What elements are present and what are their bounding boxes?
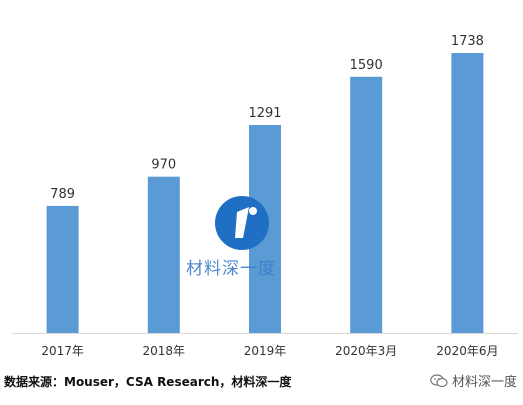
bar-value-label-4: 1738 — [451, 34, 484, 49]
x-tick-labels-layer: 2017年 2018年 2019年 2020年3月 2020年6月 — [41, 344, 498, 358]
bar-0 — [46, 205, 79, 333]
watermark-text: 材料深一度 — [186, 259, 276, 279]
wechat-icon — [430, 373, 448, 387]
brand-footer: 材料深一度 — [430, 371, 517, 390]
x-tick-label-4: 2020年6月 — [436, 344, 498, 358]
bar-value-label-0: 789 — [50, 187, 75, 202]
bar-value-label-2: 1291 — [248, 106, 281, 121]
x-tick-label-3: 2020年3月 — [335, 344, 397, 358]
x-tick-label-0: 2017年 — [41, 344, 84, 358]
x-tick-label-2: 2019年 — [244, 344, 287, 358]
bar-1 — [147, 176, 180, 333]
bar-value-label-3: 1590 — [350, 58, 383, 73]
bars-layer — [46, 53, 484, 334]
bar-value-label-1: 970 — [151, 158, 176, 173]
source-note: 数据来源：Mouser，CSA Research，材料深一度 — [4, 375, 292, 389]
watermark-logo-icon — [213, 194, 271, 256]
value-labels-layer: 789 970 1291 1590 1738 — [50, 34, 484, 202]
bar-4 — [451, 53, 484, 333]
bar-chart: 789 970 1291 1590 1738 2017年 2018年 2019年 2020年3… — [12, 34, 518, 358]
bar-3 — [350, 76, 383, 334]
x-tick-label-1: 2018年 — [143, 344, 186, 358]
brand-footer-label: 材料深一度 — [451, 375, 517, 390]
